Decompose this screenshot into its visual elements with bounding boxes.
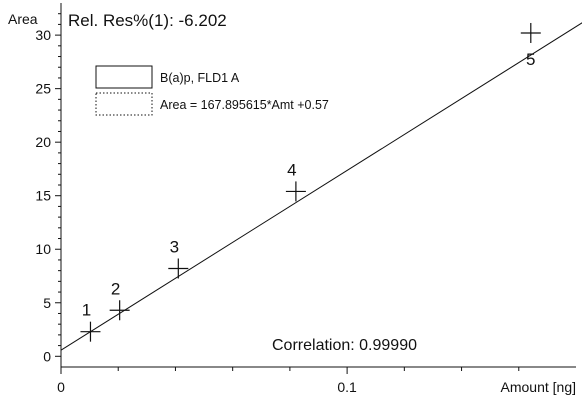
x-tick-label: 0.1 [337,379,357,395]
data-point: 5 [520,22,541,69]
legend-label-series: B(a)p, FLD1 A [160,71,240,85]
fit-line [60,22,582,351]
y-axis-label: Area [8,11,38,27]
legend: B(a)p, FLD1 A Area = 167.895615*Amt +0.5… [95,65,329,116]
legend-swatch-dotted [95,92,153,116]
y-tick-label: 30 [35,27,51,43]
data-point: 3 [168,238,189,279]
correlation-text: Correlation: 0.99990 [272,337,417,354]
x-axis-label: Amount [ng] [501,379,577,395]
legend-label-equation: Area = 167.895615*Amt +0.57 [160,98,329,112]
chart-title: Rel. Res%(1): -6.202 [68,11,227,30]
point-label: 1 [82,301,91,320]
fit-layer [60,22,582,351]
data-point: 1 [80,301,101,342]
point-label: 4 [287,160,296,179]
legend-swatch-solid [95,65,153,89]
y-tick-label: 10 [35,241,51,257]
point-label: 5 [526,50,535,69]
y-tick-label: 25 [35,81,51,97]
point-label: 3 [170,238,179,257]
points-layer: 1 2 3 4 5 [80,22,541,342]
x-tick-label: 0 [57,379,65,395]
data-point: 2 [109,279,130,321]
y-tick-label: 20 [35,134,51,150]
data-point: 4 [285,160,306,202]
y-tick-label: 0 [43,348,51,364]
y-tick-label: 5 [43,295,51,311]
point-label: 2 [111,279,120,298]
y-tick-label: 15 [35,188,51,204]
